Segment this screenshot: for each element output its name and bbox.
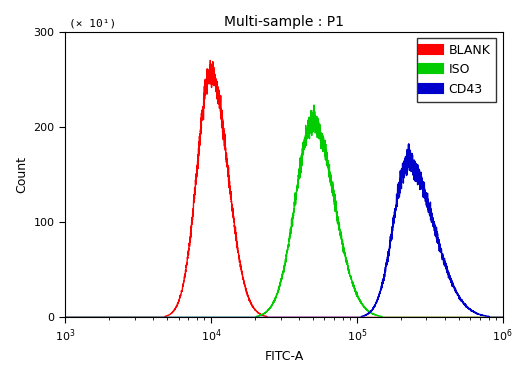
Legend: BLANK, ISO, CD43: BLANK, ISO, CD43 (417, 38, 496, 102)
CD43 (375, 294, 381, 299)
CD43 (246, 315, 252, 320)
CD43 (458, 297, 464, 302)
CD43 (421, 181, 428, 186)
BLANK (458, 315, 464, 320)
Line: BLANK: BLANK (65, 60, 528, 318)
ISO (351, 285, 357, 290)
ISO (311, 103, 317, 107)
Title: Multi-sample : P1: Multi-sample : P1 (224, 15, 344, 29)
BLANK (207, 58, 213, 63)
BLANK (62, 315, 68, 320)
ISO (149, 315, 156, 320)
Y-axis label: Count: Count (15, 156, 28, 193)
ISO (62, 315, 68, 320)
ISO (246, 315, 252, 320)
BLANK (375, 315, 381, 320)
BLANK (421, 315, 428, 320)
BLANK (246, 296, 252, 301)
CD43 (406, 142, 412, 146)
Text: (× 10¹): (× 10¹) (70, 19, 117, 29)
ISO (458, 315, 464, 320)
Line: ISO: ISO (65, 105, 528, 318)
X-axis label: FITC-A: FITC-A (265, 350, 304, 363)
CD43 (149, 315, 156, 320)
BLANK (149, 315, 156, 320)
ISO (375, 313, 381, 318)
CD43 (351, 315, 357, 320)
Line: CD43: CD43 (65, 144, 528, 318)
ISO (421, 315, 428, 320)
BLANK (351, 315, 357, 320)
CD43 (62, 315, 68, 320)
